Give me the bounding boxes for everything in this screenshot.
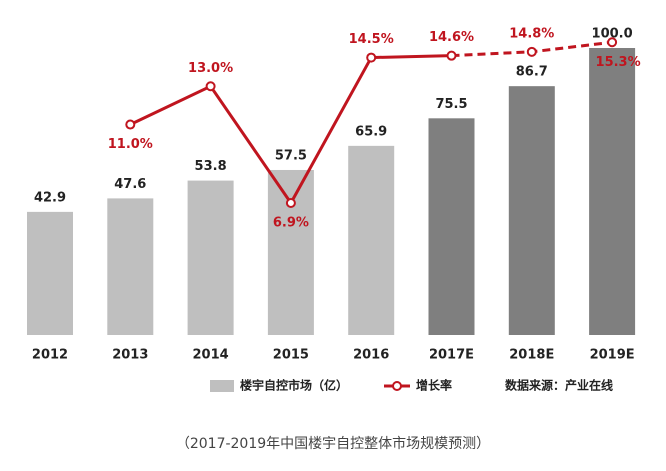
bar bbox=[589, 48, 636, 335]
bar bbox=[267, 169, 314, 335]
bar bbox=[508, 86, 555, 336]
growth-marker bbox=[125, 119, 136, 130]
bar-value-label: 65.9 bbox=[355, 124, 387, 139]
bar-value-label: 53.8 bbox=[195, 159, 227, 174]
bar-value-label: 100.0 bbox=[592, 27, 633, 42]
caption: （2017-2019年中国楼宇自控整体市场规模预测） bbox=[176, 435, 490, 452]
bar-value-label: 42.9 bbox=[34, 190, 66, 205]
legend-label: 增长率 bbox=[416, 378, 452, 393]
x-tick-label: 2012 bbox=[32, 348, 68, 363]
growth-value-label: 15.3% bbox=[596, 55, 641, 70]
bar-value-label: 75.5 bbox=[435, 97, 467, 112]
growth-marker bbox=[446, 50, 457, 61]
bar bbox=[348, 145, 395, 335]
legend-marker bbox=[392, 381, 402, 391]
x-tick-label: 2017E bbox=[429, 348, 474, 363]
growth-marker bbox=[366, 52, 377, 63]
x-tick-label: 2016 bbox=[353, 348, 389, 363]
growth-marker bbox=[285, 197, 296, 208]
x-tick-label: 2013 bbox=[112, 348, 148, 363]
growth-value-label: 14.8% bbox=[509, 26, 554, 41]
growth-value-label: 11.0% bbox=[108, 137, 153, 152]
source: 数据来源：产业在线 bbox=[505, 378, 613, 393]
growth-value-label: 13.0% bbox=[188, 61, 233, 76]
growth-marker bbox=[526, 46, 537, 57]
bar bbox=[107, 198, 154, 335]
bar bbox=[187, 180, 234, 335]
bar-value-label: 86.7 bbox=[516, 65, 548, 80]
growth-marker bbox=[607, 37, 618, 48]
growth-value-label: 14.5% bbox=[349, 32, 394, 47]
bar bbox=[428, 118, 475, 335]
bar-value-label: 47.6 bbox=[114, 177, 146, 192]
growth-value-label: 14.6% bbox=[429, 30, 474, 45]
growth-marker bbox=[205, 81, 216, 92]
bar bbox=[27, 211, 73, 335]
x-tick-label: 2018E bbox=[509, 348, 554, 363]
bar-value-label: 57.5 bbox=[275, 148, 307, 163]
x-tick-label: 2015 bbox=[273, 348, 309, 363]
legend-label: 楼宇自控市场（亿） bbox=[240, 378, 348, 393]
x-tick-label: 2014 bbox=[193, 348, 229, 363]
legend-swatch bbox=[210, 380, 234, 392]
x-tick-label: 2019E bbox=[590, 348, 635, 363]
growth-value-label: 6.9% bbox=[273, 215, 309, 230]
